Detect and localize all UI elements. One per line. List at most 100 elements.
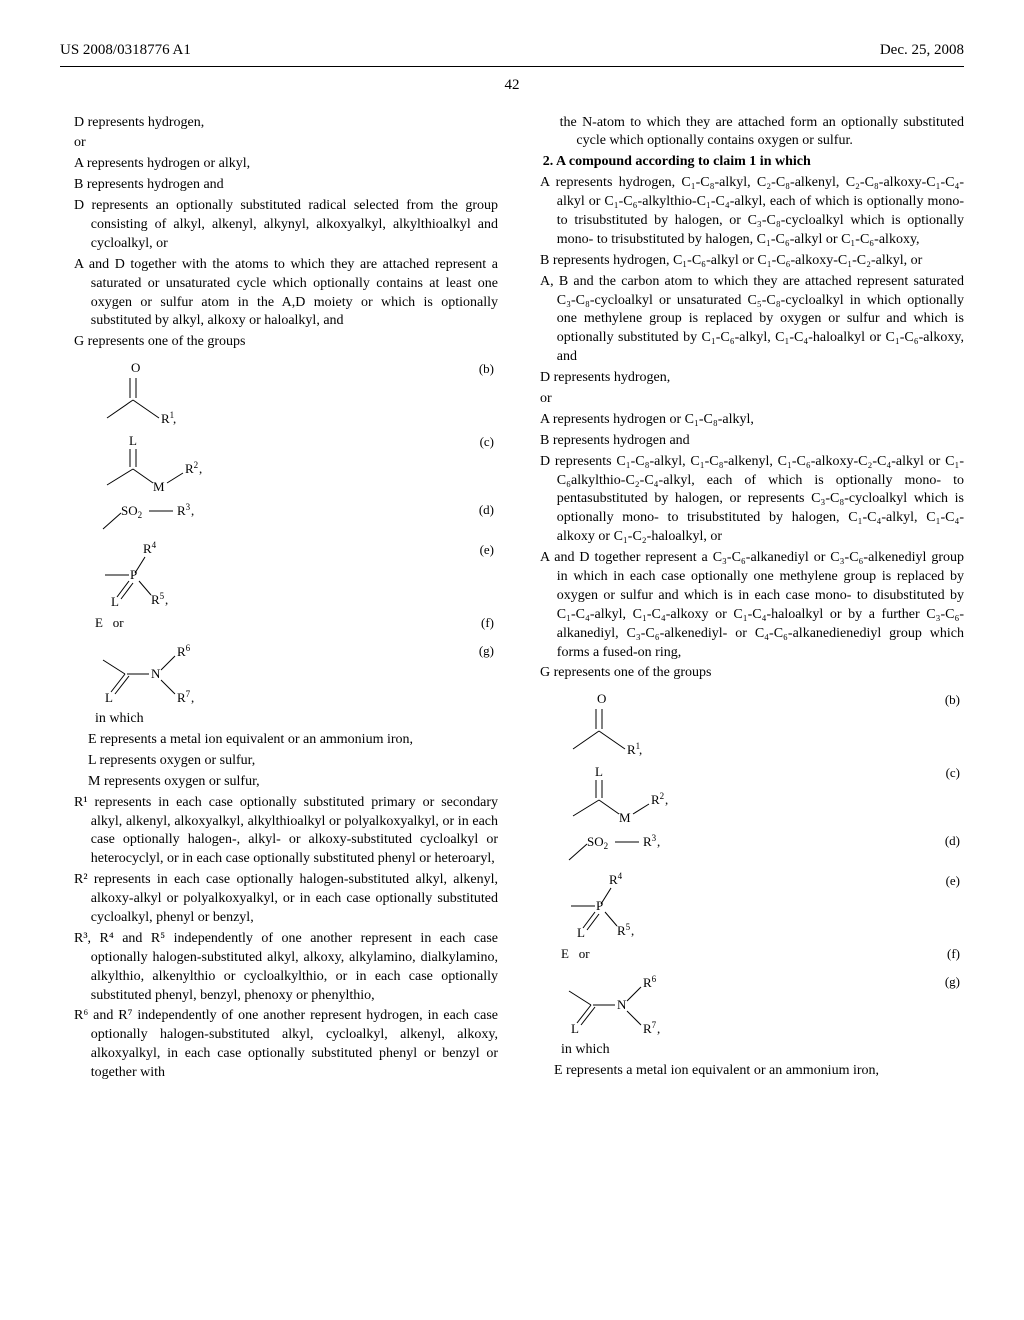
formula-f: E or (f) xyxy=(526,945,964,965)
formula-label: (c) xyxy=(934,764,964,782)
chem-structure-icon: O R1 , xyxy=(561,691,651,756)
svg-text:,: , xyxy=(191,690,194,704)
claim-text: E represents a metal ion equivalent or a… xyxy=(60,731,498,750)
svg-text:L: L xyxy=(571,1021,579,1035)
svg-text:,: , xyxy=(657,1021,660,1035)
svg-text:M: M xyxy=(153,479,165,493)
claim-text: B represents hydrogen and xyxy=(526,432,964,451)
svg-text:R5: R5 xyxy=(151,591,165,606)
svg-text:R5: R5 xyxy=(617,922,631,937)
page-header: US 2008/0318776 A1 Dec. 25, 2008 xyxy=(60,40,964,67)
claim-text: D represents an optionally substituted r… xyxy=(60,197,498,254)
svg-text:R4: R4 xyxy=(143,541,157,556)
formula-label: (b) xyxy=(468,360,498,378)
formula-label: (f) xyxy=(468,614,498,632)
formula-e: R4 P L R5 , (e) xyxy=(60,541,498,606)
svg-text:P: P xyxy=(596,898,603,913)
formula-structure: E or xyxy=(60,614,468,634)
formula-c: L M R2 , (c) xyxy=(60,433,498,493)
chem-structure-icon: L N R6 R7 , xyxy=(561,973,671,1035)
formula-structure: L M R2 , xyxy=(526,764,934,824)
formula-structure: O R1 , xyxy=(526,691,934,756)
publication-number: US 2008/0318776 A1 xyxy=(60,40,191,60)
two-column-layout: D represents hydrogen, or A represents h… xyxy=(60,114,964,1086)
formula-d: SO2 R3 , (d) xyxy=(526,832,964,864)
claim-text: the N-atom to which they are attached fo… xyxy=(526,114,964,152)
formula-structure: R4 P L R5 , xyxy=(60,541,468,606)
svg-text:R7: R7 xyxy=(643,1020,657,1035)
svg-text:L: L xyxy=(129,433,137,448)
chem-structure-icon: R4 P L R5 , xyxy=(95,541,195,606)
formula-structure: SO2 R3 , xyxy=(526,832,934,864)
claim-text: B represents hydrogen, C₁-C₆-alkyl or C₁… xyxy=(526,252,964,271)
svg-text:R2: R2 xyxy=(651,791,664,807)
formula-label: (c) xyxy=(468,433,498,451)
formula-text: E or xyxy=(561,946,590,961)
claim-text: A, B and the carbon atom to which they a… xyxy=(526,273,964,367)
formula-structure: L M R2 , xyxy=(60,433,468,493)
formula-g: L N R6 R7 , (g) xyxy=(526,973,964,1035)
formula-b: O R1 , (b) xyxy=(526,691,964,756)
page-number: 42 xyxy=(60,75,964,95)
svg-text:,: , xyxy=(639,742,642,756)
chem-structure-icon: O R1 , xyxy=(95,360,185,425)
formula-label: (b) xyxy=(934,691,964,709)
claim-text: in which xyxy=(526,1041,964,1060)
claim-text: A and D together represent a C₃-C₆-alkan… xyxy=(526,549,964,662)
svg-text:,: , xyxy=(165,592,168,606)
publication-date: Dec. 25, 2008 xyxy=(880,40,964,60)
formula-label: (e) xyxy=(468,541,498,559)
svg-text:L: L xyxy=(595,764,603,779)
formula-text: E or xyxy=(95,615,124,630)
svg-text:,: , xyxy=(191,503,194,518)
svg-text:P: P xyxy=(130,567,137,582)
claim-text: E represents a metal ion equivalent or a… xyxy=(526,1062,964,1081)
claim-text: B represents hydrogen and xyxy=(60,176,498,195)
chem-structure-icon: L N R6 R7 , xyxy=(95,642,205,704)
formula-label: (d) xyxy=(468,501,498,519)
svg-text:R6: R6 xyxy=(643,974,657,990)
claim-text: D represents hydrogen, xyxy=(526,369,964,388)
svg-text:,: , xyxy=(665,792,668,807)
claim-text: R⁶ and R⁷ independently of one another r… xyxy=(60,1007,498,1083)
claim-text: L represents oxygen or sulfur, xyxy=(60,752,498,771)
chem-structure-icon: SO2 R3 , xyxy=(561,832,681,864)
claim-text: D represents C₁-C₈-alkyl, C₁-C₈-alkenyl,… xyxy=(526,453,964,547)
svg-text:L: L xyxy=(105,690,113,704)
svg-text:N: N xyxy=(617,997,627,1012)
claim-bold: 2. A compound according to claim 1 in wh… xyxy=(543,154,811,169)
svg-text:M: M xyxy=(619,810,631,824)
svg-text:R4: R4 xyxy=(609,872,623,887)
claim-text: A represents hydrogen or C₁-C₈-alkyl, xyxy=(526,411,964,430)
svg-text:R2: R2 xyxy=(185,460,198,476)
formula-structure: O R1 , xyxy=(60,360,468,425)
svg-text:SO2: SO2 xyxy=(121,503,142,520)
claim-text: R¹ represents in each case optionally su… xyxy=(60,794,498,870)
claim-text: in which xyxy=(60,710,498,729)
claim-text: R³, R⁴ and R⁵ independently of one anoth… xyxy=(60,930,498,1006)
formula-label: (g) xyxy=(468,642,498,660)
formula-structure: SO2 R3 , xyxy=(60,501,468,533)
svg-text:,: , xyxy=(173,411,176,425)
formula-c: L M R2 , (c) xyxy=(526,764,964,824)
formula-e: R4 P L R5 , (e) xyxy=(526,872,964,937)
formula-structure: E or xyxy=(526,945,934,965)
claim-text: M represents oxygen or sulfur, xyxy=(60,773,498,792)
formula-f: E or (f) xyxy=(60,614,498,634)
svg-text:,: , xyxy=(199,461,202,476)
svg-text:L: L xyxy=(577,925,585,937)
svg-text:O: O xyxy=(131,360,140,375)
svg-text:R3: R3 xyxy=(177,502,191,518)
claim-text: A represents hydrogen or alkyl, xyxy=(60,155,498,174)
svg-text:,: , xyxy=(631,923,634,937)
claim-text: D represents hydrogen, xyxy=(60,114,498,133)
claim-text: A represents hydrogen, C₁-C₈-alkyl, C₂-C… xyxy=(526,174,964,250)
claim-text: G represents one of the groups xyxy=(60,333,498,352)
claim-text: or xyxy=(526,390,964,409)
chem-structure-icon: R4 P L R5 , xyxy=(561,872,661,937)
formula-b: O R1 , (b) xyxy=(60,360,498,425)
formula-label: (e) xyxy=(934,872,964,890)
formula-label: (f) xyxy=(934,945,964,963)
formula-g: L N R6 R7 , (g) xyxy=(60,642,498,704)
formula-structure: L N R6 R7 , xyxy=(526,973,934,1035)
